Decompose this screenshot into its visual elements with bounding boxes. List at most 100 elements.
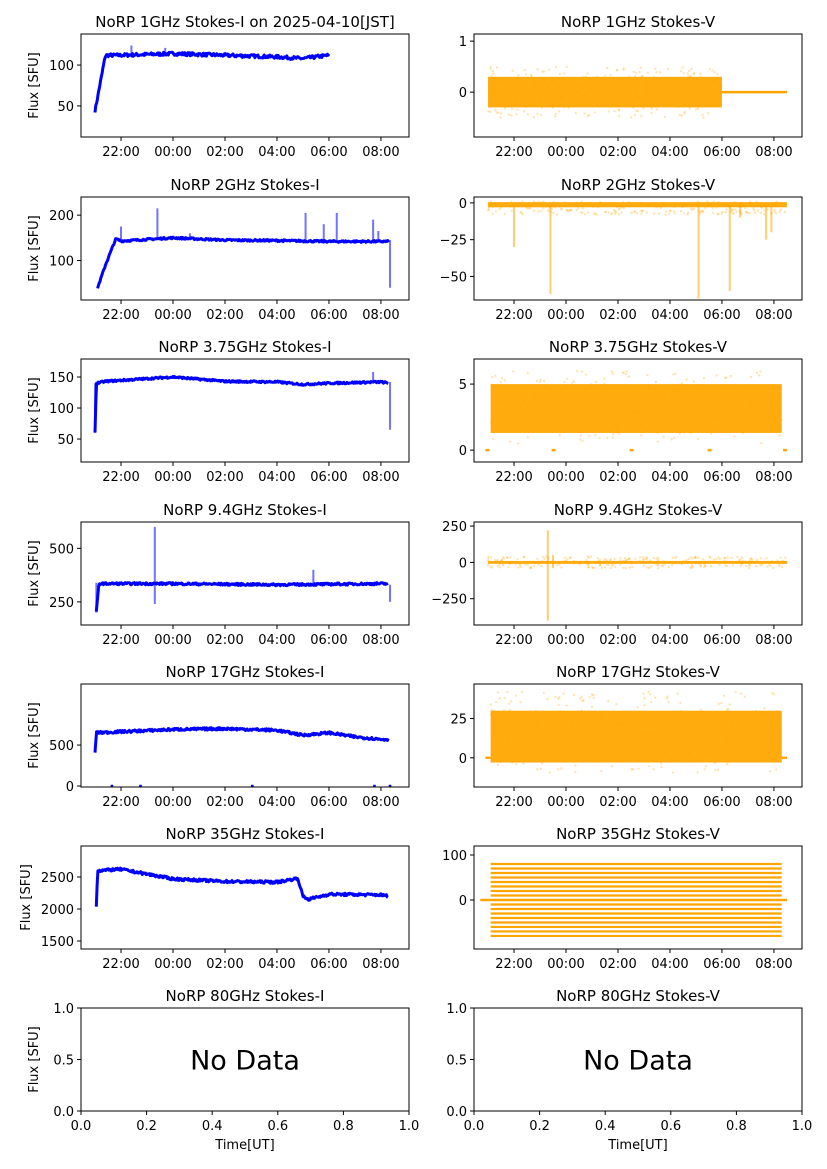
- data-point: [668, 212, 671, 215]
- data-point: [615, 703, 618, 706]
- data-point: [604, 210, 607, 214]
- data-point: [587, 563, 590, 567]
- data-point: [696, 437, 700, 441]
- data-point: [563, 556, 567, 559]
- data-point: [563, 380, 566, 384]
- data-point: [763, 209, 766, 212]
- x-tick-label: 0.6: [267, 1119, 288, 1134]
- y-tick-label: 5: [459, 378, 467, 393]
- y-tick-label: 25: [450, 713, 467, 728]
- data-point: [748, 564, 752, 567]
- data-point: [696, 556, 700, 560]
- x-tick-label: 1.0: [399, 1119, 420, 1134]
- plot-area: [485, 369, 787, 452]
- data-point: [779, 208, 783, 211]
- data-point: [737, 559, 741, 562]
- x-tick-label: 06:00: [703, 957, 740, 972]
- x-tick-label: 00:00: [547, 795, 584, 810]
- data-point: [636, 706, 639, 709]
- panel-title: NoRP 35GHz Stokes-I: [166, 825, 325, 843]
- data-point: [667, 700, 670, 704]
- data-point: [540, 209, 543, 213]
- data-point: [492, 72, 495, 75]
- data-point: [526, 436, 530, 439]
- x-tick-label: 0.4: [595, 1119, 616, 1134]
- data-point: [606, 66, 609, 70]
- data-point: [609, 566, 612, 570]
- data-point: [529, 566, 533, 569]
- axes-frame: [80, 845, 410, 950]
- x-tick-label: 08:00: [362, 957, 399, 972]
- data-point: [724, 376, 728, 380]
- y-axis-label: Flux [SFU]: [27, 52, 42, 119]
- data-point: [562, 692, 565, 695]
- data-point: [522, 555, 525, 559]
- data-point: [729, 374, 732, 378]
- data-point: [679, 209, 683, 213]
- data-point: [603, 557, 607, 561]
- data-point: [519, 563, 522, 567]
- data-point: [548, 771, 551, 774]
- data-point: [526, 207, 529, 210]
- x-tick-label: 22:00: [102, 795, 139, 810]
- data-point: [489, 110, 492, 113]
- data-point: [784, 556, 787, 559]
- data-point: [763, 213, 766, 216]
- data-point: [730, 556, 733, 560]
- data-point: [574, 770, 577, 774]
- data-point: [503, 379, 507, 382]
- data-point: [715, 374, 718, 377]
- data-point: [544, 555, 548, 558]
- data-point: [528, 566, 532, 569]
- data-point: [701, 209, 704, 213]
- data-point: [720, 212, 723, 216]
- data-point: [720, 701, 723, 705]
- data-point: [670, 563, 674, 567]
- data-point: [565, 208, 569, 212]
- data-point: [687, 557, 690, 560]
- data-point: [557, 703, 561, 707]
- data-point: [699, 72, 702, 76]
- panel-2: 22:00 00:00 02:00 04:00 06:00 08:00 100 200 NoRP…: [27, 176, 410, 323]
- data-point: [638, 70, 641, 74]
- data-point: [701, 113, 704, 116]
- data-point: [687, 211, 690, 214]
- data-point: [494, 374, 497, 378]
- panel-8: 22:00 00:00 02:00 04:00 06:00 08:00 0 500 NoRP 1…: [27, 663, 410, 810]
- axes-frame: [80, 358, 410, 463]
- x-tick-label: 0.8: [726, 1119, 747, 1134]
- data-point: [586, 555, 590, 558]
- data-point: [631, 768, 635, 771]
- data-point: [688, 107, 692, 110]
- data-point: [685, 558, 688, 562]
- data-point: [529, 73, 533, 77]
- x-tick-label: 02:00: [206, 633, 243, 648]
- data-point: [778, 210, 781, 213]
- data-point: [566, 558, 569, 561]
- data-point: [495, 66, 499, 69]
- data-point: [494, 108, 497, 111]
- data-point: [578, 563, 581, 566]
- x-axis-label: Time[UT]: [214, 1138, 274, 1153]
- x-tick-label: 04:00: [258, 957, 295, 972]
- y-tick-label: −50: [440, 270, 467, 285]
- plot-area: [487, 200, 787, 299]
- data-point: [662, 435, 665, 439]
- data-series-line: [94, 581, 389, 612]
- panel-12: 0.0 0.2 0.4 0.6 0.8 1.0 0.0 0.5 1.0 NoRP 80GHz St…: [27, 987, 419, 1153]
- data-point: [716, 768, 720, 772]
- data-point: [495, 111, 498, 114]
- data-point: [594, 212, 597, 216]
- data-point: [748, 563, 751, 567]
- x-tick-label: 22:00: [495, 795, 532, 810]
- data-point: [611, 436, 615, 439]
- x-tick-label: 06:00: [703, 308, 740, 323]
- data-point: [666, 695, 669, 698]
- data-point: [526, 113, 530, 116]
- panel-title: NoRP 1GHz Stokes-I on 2025-04-10[JST]: [95, 13, 395, 31]
- x-tick-label: 08:00: [755, 145, 792, 160]
- data-point: [586, 211, 590, 214]
- data-point: [734, 690, 737, 694]
- data-point: [588, 695, 591, 699]
- data-point: [536, 557, 539, 561]
